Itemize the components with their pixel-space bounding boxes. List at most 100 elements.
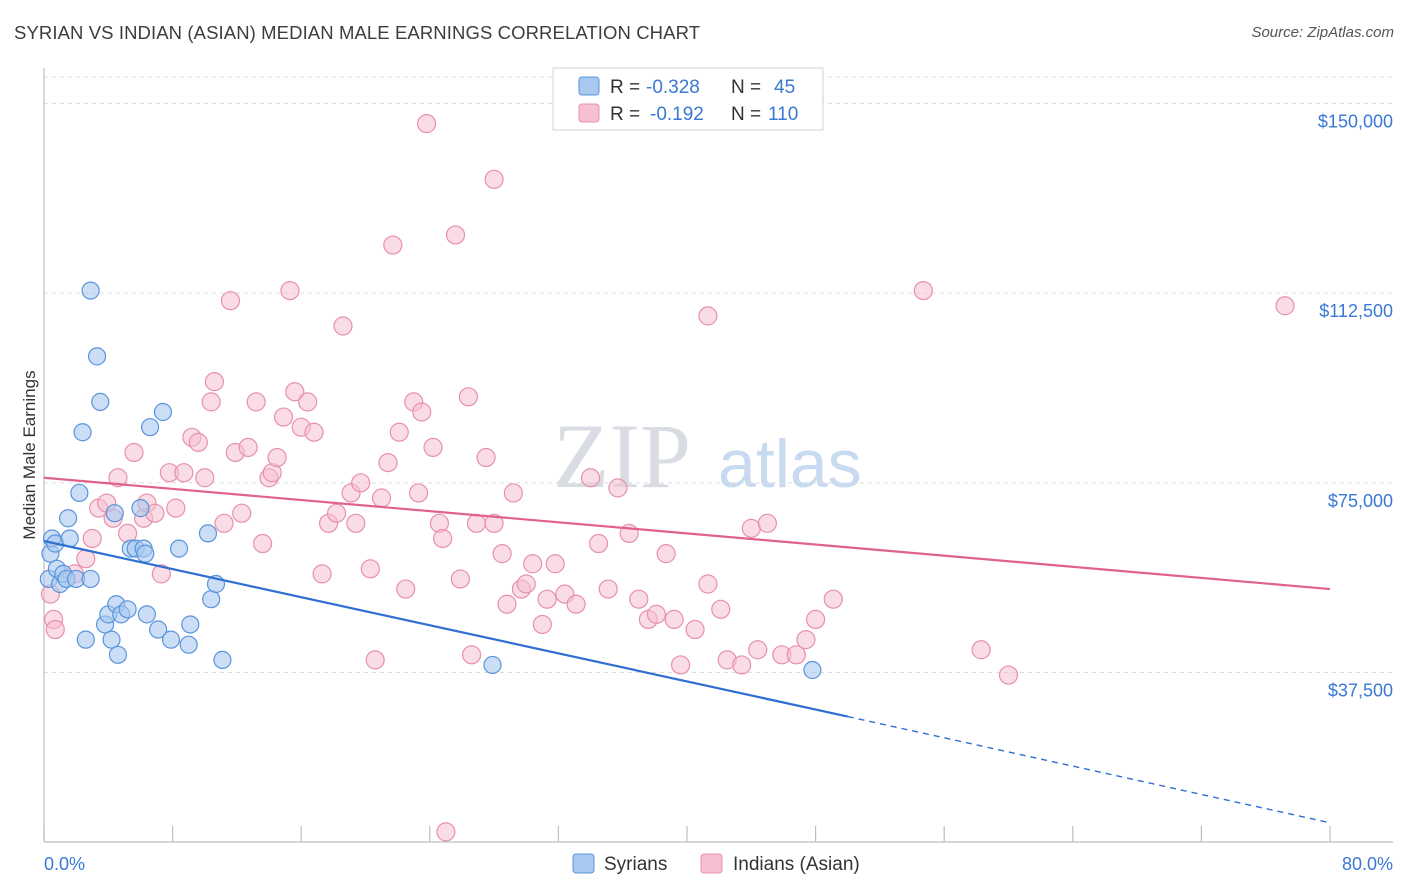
syrian-point <box>136 544 155 563</box>
indian-asian-point <box>285 382 305 402</box>
indian-asian-point <box>741 518 761 538</box>
indian-asian-point <box>108 468 128 488</box>
indian-asian-point <box>304 422 324 442</box>
syrian-point <box>202 590 221 609</box>
syrian-point <box>483 655 502 675</box>
indian-asian-point <box>82 528 102 549</box>
indian-asian-point <box>484 513 504 533</box>
series-legend: Syrians Indians (Asian) <box>572 853 860 875</box>
syrian-point <box>131 499 150 518</box>
syrian-trend-line <box>43 539 848 718</box>
indian-asian-point <box>484 169 504 189</box>
indian-asian-point <box>312 564 332 584</box>
indian-asian-point <box>757 513 777 533</box>
axes <box>43 68 1393 843</box>
indian-asian-point <box>503 483 523 503</box>
indian-asian-point <box>566 594 586 614</box>
indian-asian-point <box>532 614 552 635</box>
indian-asian-point <box>497 594 517 614</box>
indian-asian-point <box>823 589 843 609</box>
indian-asian-point <box>685 619 705 640</box>
indian-asian-point <box>267 447 287 468</box>
indian-asian-point <box>445 225 466 245</box>
indian-asian-point <box>423 437 443 458</box>
indian-asian-point <box>588 533 609 554</box>
indian-asian-point <box>786 645 806 665</box>
indian-asian-point <box>698 306 718 326</box>
syrian-point <box>108 645 128 664</box>
indian-asian-point <box>389 422 409 442</box>
indian-asian-point <box>1275 296 1295 316</box>
indian-asian-point <box>298 392 318 412</box>
legend-r-label-syrians: R = <box>610 77 640 98</box>
syrian-point <box>91 392 110 411</box>
bottom-legend-label-syrians: Syrians <box>604 854 667 875</box>
indian-asian-point <box>516 574 536 594</box>
indian-asian-point <box>416 114 437 134</box>
chart-title: SYRIAN VS INDIAN (ASIAN) MEDIAN MALE EAR… <box>14 22 701 43</box>
syrian-trend-extension <box>847 715 1331 824</box>
indian-asian-point <box>365 650 385 670</box>
syrian-point <box>213 650 232 669</box>
indian-asian-point <box>629 589 649 609</box>
indian-asian-points <box>40 114 1295 842</box>
indian-asian-point <box>732 655 752 675</box>
indian-asian-point <box>166 498 186 518</box>
indian-asian-point <box>458 387 478 407</box>
indian-asian-point <box>537 589 557 609</box>
indian-asian-point <box>371 488 392 508</box>
syrian-point <box>140 418 160 437</box>
indian-asian-point <box>466 513 487 533</box>
indian-asian-point <box>796 630 816 650</box>
indian-asian-point <box>461 645 482 665</box>
bottom-legend-label-indians: Indians (Asian) <box>733 854 860 875</box>
indian-asian-point <box>204 372 224 392</box>
indian-asian-point <box>195 468 215 488</box>
indian-asian-point <box>412 402 432 422</box>
syrian-point <box>81 281 100 300</box>
syrian-points <box>39 281 822 680</box>
y-tick-labels: $37,500 $75,000 $112,500 $150,000 <box>1318 111 1393 700</box>
syrian-point <box>153 402 173 422</box>
indian-asian-point <box>151 564 171 584</box>
legend-n-value-syrians: 45 <box>774 77 795 98</box>
indian-asian-point <box>748 640 768 660</box>
indian-asian-point <box>408 483 429 503</box>
indian-asian-point <box>326 503 347 523</box>
indian-asian-point <box>280 280 300 301</box>
syrian-point <box>803 660 822 680</box>
indian-asian-point <box>971 640 991 660</box>
indian-asian-point <box>360 559 380 579</box>
indian-asian-point <box>805 609 826 630</box>
indian-asian-point <box>273 407 294 427</box>
indian-asian-point <box>913 280 933 301</box>
bottom-legend-swatch-syrians <box>572 853 595 874</box>
indian-asian-point <box>378 452 398 473</box>
gridlines <box>44 76 1393 674</box>
indian-asian-point <box>670 655 691 675</box>
syrian-point <box>137 605 156 624</box>
indian-asian-point <box>698 574 718 594</box>
syrian-point <box>59 509 78 528</box>
indian-asian-point <box>214 513 234 533</box>
syrian-point <box>118 600 137 619</box>
y-tick-label: $112,500 <box>1319 301 1393 321</box>
indian-asian-point <box>124 442 144 463</box>
syrian-point <box>161 630 181 649</box>
indian-asian-point <box>492 544 512 564</box>
legend-swatch-syrians <box>578 76 600 96</box>
legend-swatch-indians <box>578 103 600 123</box>
legend-n-label-indians: N = <box>731 104 761 125</box>
syrian-point <box>105 504 124 523</box>
y-axis-label: Median Male Earnings <box>20 370 39 539</box>
indian-asian-point <box>45 619 65 640</box>
indian-asian-point <box>523 554 543 574</box>
indian-asian-point <box>346 513 366 533</box>
x-tick-label-right: 80.0% <box>1342 854 1393 874</box>
correlation-legend: R = -0.328 N = 45 R = -0.192 N = 110 <box>552 67 824 131</box>
indian-asian-point <box>580 468 601 488</box>
x-tick-label-left: 0.0% <box>44 854 85 874</box>
syrian-point <box>87 347 107 366</box>
syrian-point <box>76 630 95 649</box>
